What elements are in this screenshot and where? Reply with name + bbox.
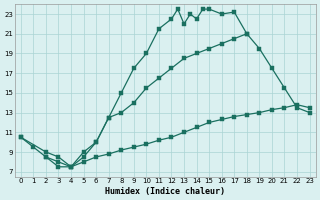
X-axis label: Humidex (Indice chaleur): Humidex (Indice chaleur) bbox=[105, 187, 225, 196]
